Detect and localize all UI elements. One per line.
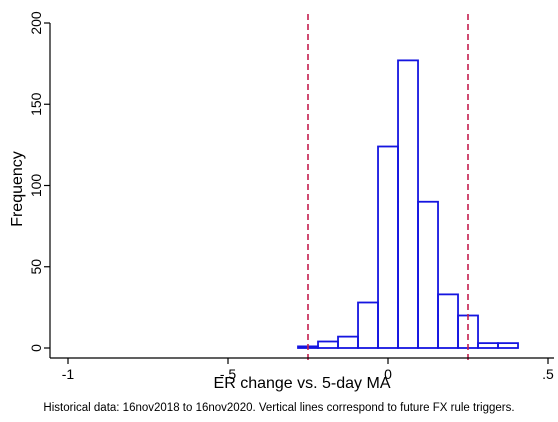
histogram-bar (317, 340, 339, 349)
histogram-bar (337, 335, 359, 349)
trigger-lines-layer (307, 14, 469, 364)
y-axis-label: Frequency (9, 151, 26, 227)
y-tick-label: 100 (28, 174, 44, 198)
histogram-bar (397, 59, 419, 349)
histogram-bar (417, 200, 439, 349)
histogram-bar (497, 342, 519, 349)
x-axis-label: ER change vs. 5-day MA (214, 375, 391, 392)
x-tick-label: .5 (542, 366, 554, 382)
y-tick-label: 200 (28, 11, 44, 35)
bars-layer (297, 59, 519, 349)
x-tick-label: -.5 (220, 366, 237, 382)
histogram-bar (437, 293, 459, 349)
x-tick-label: -1 (62, 366, 75, 382)
histogram-bar (377, 145, 399, 349)
y-tick-label: 50 (28, 259, 44, 275)
histogram-bar (477, 342, 499, 349)
x-tick-label: 0 (384, 366, 392, 382)
histogram-bar (357, 301, 379, 349)
footnote: Historical data: 16nov2018 to 16nov2020.… (43, 402, 514, 414)
axes-layer: 0 50 100 150 200 -1 -.5 0 .5 (28, 11, 554, 382)
histogram-bar (457, 314, 479, 349)
y-tick-label: 0 (28, 344, 44, 352)
y-tick-label: 150 (28, 92, 44, 116)
